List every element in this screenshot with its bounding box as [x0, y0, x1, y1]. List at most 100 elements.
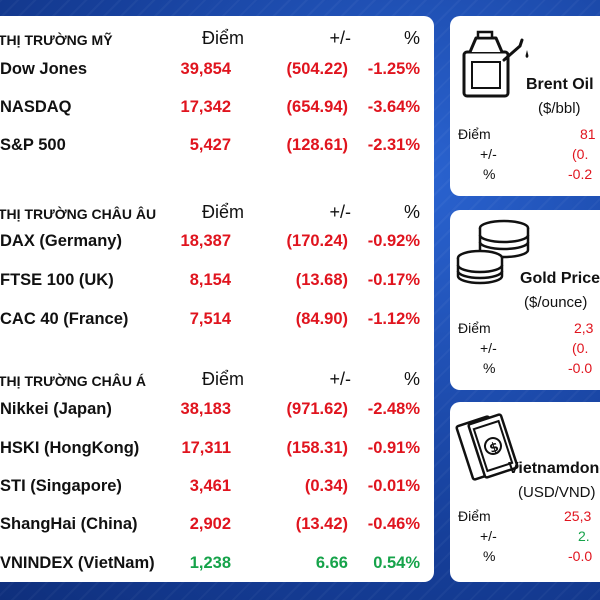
- value-row-change: +/- (0.: [450, 146, 600, 166]
- table-row: ShangHai (China) 2,902 (13.42) -0.46%: [0, 510, 434, 540]
- value-percent: -0.0: [568, 360, 593, 376]
- value-row-point: Điểm 25,3: [450, 508, 600, 528]
- index-point: 39,854: [180, 60, 231, 78]
- index-point: 8,154: [189, 271, 231, 289]
- section-header-asia: THỊ TRƯỜNG CHÂU Á Điểm +/- %: [0, 367, 434, 397]
- index-name: STI (Singapore): [0, 477, 122, 495]
- column-header-percent: %: [403, 28, 420, 48]
- card-title: Brent Oil: [526, 76, 594, 93]
- index-point: 17,342: [180, 98, 231, 116]
- label-change: +/-: [480, 340, 497, 356]
- index-name: CAC 40 (France): [0, 310, 129, 328]
- index-point: 2,902: [189, 515, 231, 533]
- commodity-card-gold: Gold Price ($/ounce) Điểm 2,3 +/- (0. % …: [450, 210, 600, 390]
- markets-panel: THỊ TRƯỜNG MỸ Điểm +/- % Dow Jones 39,85…: [0, 16, 434, 582]
- column-header-point: Điểm: [201, 28, 244, 48]
- value-row-percent: % -0.0: [450, 360, 600, 380]
- value-change: (0.: [572, 146, 589, 162]
- index-name: Dow Jones: [0, 60, 88, 78]
- value-row-point: Điểm 81: [450, 126, 600, 146]
- card-title: Vietnamdong: [508, 460, 600, 477]
- section-title: THỊ TRƯỜNG CHÂU Á: [0, 373, 146, 389]
- table-row: VNINDEX (VietNam) 1,238 6.66 0.54%: [0, 549, 434, 579]
- table-row: FTSE 100 (UK) 8,154 (13.68) -0.17%: [0, 266, 434, 296]
- index-percent: -0.92%: [367, 232, 420, 250]
- table-row: Nikkei (Japan) 38,183 (971.62) -2.48%: [0, 395, 434, 425]
- value-row-change: +/- (0.: [450, 340, 600, 360]
- column-header-change: +/-: [329, 28, 351, 48]
- table-row: DAX (Germany) 18,387 (170.24) -0.92%: [0, 227, 434, 257]
- index-name: NASDAQ: [0, 98, 72, 116]
- index-change: (971.62): [286, 400, 348, 418]
- gold-coins-icon: [456, 219, 530, 285]
- index-change: (654.94): [286, 98, 348, 116]
- label-percent: %: [483, 360, 496, 376]
- index-name: Nikkei (Japan): [0, 400, 112, 418]
- svg-text:$: $: [488, 440, 501, 457]
- column-header-percent: %: [403, 369, 420, 389]
- value-row-change: +/- 2.: [450, 528, 600, 548]
- card-unit: (USD/VND): [518, 484, 596, 501]
- index-percent: -3.64%: [367, 98, 420, 116]
- value-change: 2.: [578, 528, 590, 544]
- value-row-point: Điểm 2,3: [450, 320, 600, 340]
- index-point: 38,183: [180, 400, 231, 418]
- value-point: 2,3: [574, 320, 594, 336]
- column-header-change: +/-: [329, 369, 351, 389]
- column-header-point: Điểm: [201, 202, 244, 222]
- column-header-change: +/-: [329, 202, 351, 222]
- commodity-card-brent-oil: Brent Oil ($/bbl) Điểm 81 +/- (0. % -0.2: [450, 16, 600, 196]
- table-row: Dow Jones 39,854 (504.22) -1.25%: [0, 55, 434, 85]
- value-row-percent: % -0.2: [450, 166, 600, 186]
- index-name: ShangHai (China): [0, 515, 138, 533]
- label-percent: %: [483, 166, 496, 182]
- index-change: (84.90): [295, 310, 348, 328]
- commodity-card-vietnamdong: $ Vietnamdong (USD/VND) Điểm 25,3 +/- 2.…: [450, 402, 600, 582]
- index-change: (13.42): [295, 515, 348, 533]
- index-name: VNINDEX (VietNam): [0, 554, 155, 572]
- label-change: +/-: [480, 146, 497, 162]
- index-name: FTSE 100 (UK): [0, 271, 114, 289]
- banknotes-icon: $: [455, 413, 519, 481]
- section-header-europe: THỊ TRƯỜNG CHÂU ÂU Điểm +/- %: [0, 200, 434, 230]
- index-name: DAX (Germany): [0, 232, 122, 250]
- index-change: 6.66: [315, 554, 348, 572]
- index-percent: -0.46%: [367, 515, 420, 533]
- index-change: (504.22): [286, 60, 348, 78]
- index-percent: -0.91%: [367, 439, 420, 457]
- index-change: (158.31): [286, 439, 348, 457]
- index-change: (13.68): [295, 271, 348, 289]
- card-unit: ($/ounce): [524, 294, 588, 311]
- value-point: 81: [580, 126, 596, 142]
- index-point: 1,238: [189, 554, 231, 572]
- index-point: 17,311: [181, 439, 231, 457]
- value-percent: -0.0: [568, 548, 593, 564]
- table-row: S&P 500 5,427 (128.61) -2.31%: [0, 131, 434, 161]
- label-point: Điểm: [458, 126, 491, 142]
- card-title: Gold Price: [520, 270, 600, 287]
- table-row: HSKI (HongKong) 17,311 (158.31) -0.91%: [0, 434, 434, 464]
- column-header-point: Điểm: [201, 369, 244, 389]
- value-row-percent: % -0.0: [450, 548, 600, 568]
- value-percent: -0.2: [568, 166, 593, 182]
- table-row: NASDAQ 17,342 (654.94) -3.64%: [0, 93, 434, 123]
- index-change: (0.34): [304, 477, 348, 495]
- index-point: 5,427: [189, 136, 231, 154]
- fuel-can-icon: [462, 30, 529, 98]
- section-title: THỊ TRƯỜNG MỸ: [0, 32, 113, 48]
- index-percent: -2.31%: [367, 136, 420, 154]
- index-percent: -1.25%: [367, 60, 420, 78]
- column-header-percent: %: [403, 202, 420, 222]
- section-title: THỊ TRƯỜNG CHÂU ÂU: [0, 206, 157, 222]
- index-percent: -1.12%: [367, 310, 420, 328]
- index-change: (128.61): [286, 136, 348, 154]
- index-point: 3,461: [189, 477, 231, 495]
- value-point: 25,3: [564, 508, 592, 524]
- index-name: S&P 500: [0, 136, 66, 154]
- table-row: STI (Singapore) 3,461 (0.34) -0.01%: [0, 472, 434, 502]
- label-change: +/-: [480, 528, 497, 544]
- index-point: 7,514: [189, 310, 231, 328]
- index-percent: -0.17%: [367, 271, 420, 289]
- label-point: Điểm: [458, 320, 491, 336]
- section-header-us: THỊ TRƯỜNG MỸ Điểm +/- %: [0, 26, 434, 56]
